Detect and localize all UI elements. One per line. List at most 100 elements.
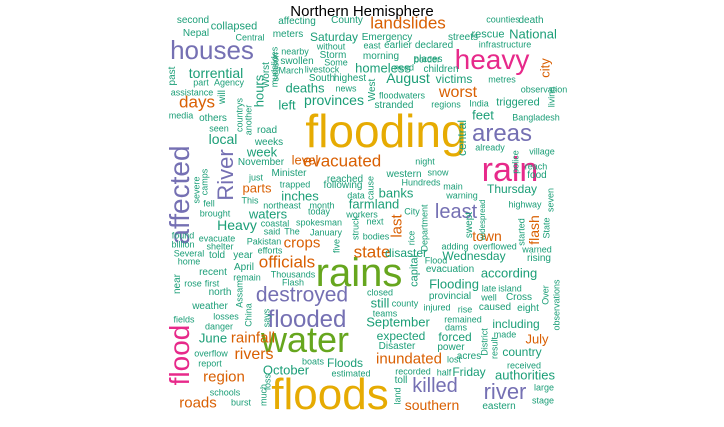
cloud-word: Floods — [326, 356, 364, 370]
cloud-word: areas — [471, 120, 533, 147]
cloud-word: well — [481, 292, 497, 303]
cloud-word: River — [213, 149, 238, 201]
cloud-word: left — [278, 97, 296, 113]
cloud-word: widespread — [478, 199, 487, 241]
cloud-word: observation — [520, 84, 568, 95]
cloud-word: Wednesday — [442, 249, 506, 263]
cloud-word: severe — [191, 176, 202, 204]
cloud-word: evacuate — [198, 233, 236, 244]
cloud-word: injured — [423, 302, 451, 313]
cloud-word: living — [546, 86, 557, 108]
cloud-word: fell — [203, 198, 215, 209]
cloud-word: remained — [444, 314, 482, 325]
cloud-word: central — [455, 119, 469, 157]
cloud-word: infrastructure — [478, 39, 532, 50]
cloud-word: houses — [170, 35, 254, 65]
cloud-word: week — [246, 144, 278, 160]
cloud-word: still — [370, 295, 390, 311]
cloud-word: landslides — [370, 13, 446, 33]
cloud-word: adding — [441, 241, 469, 252]
cloud-word: Thousands — [270, 269, 316, 280]
cloud-word: March — [278, 65, 304, 76]
cloud-word: death — [518, 15, 544, 26]
cloud-word: result — [489, 336, 500, 360]
cloud-word: authorities — [495, 367, 555, 383]
cloud-word: large — [533, 382, 555, 393]
cloud-word: Pakistan — [246, 236, 282, 247]
cloud-word: town — [472, 228, 502, 244]
cloud-word: media — [168, 110, 194, 121]
cloud-word: shelter — [206, 241, 234, 252]
cloud-word: Some — [324, 57, 348, 68]
cloud-word: crops — [283, 234, 321, 252]
cloud-word: children — [423, 64, 459, 75]
cloud-word: flooding — [305, 105, 467, 157]
cloud-word: acres — [456, 351, 482, 362]
cloud-word: worst — [438, 84, 478, 101]
cloud-word: another — [243, 104, 254, 136]
cloud-word: near — [172, 273, 183, 295]
cloud-word: started — [516, 218, 527, 246]
cloud-word: next — [366, 216, 384, 227]
cloud-word: August — [386, 70, 430, 86]
cloud-word: victims — [435, 72, 473, 86]
cloud-word: waters — [248, 206, 288, 222]
cloud-word: second — [176, 15, 210, 26]
cloud-word: India — [469, 98, 489, 109]
cloud-word: river — [483, 379, 527, 404]
cloud-word: boats — [301, 356, 325, 367]
cloud-word: farmland — [348, 196, 400, 212]
cloud-word: South — [308, 73, 336, 84]
cloud-word: April — [233, 262, 255, 273]
cloud-word: flood — [164, 324, 195, 386]
cloud-word: meters — [272, 29, 304, 40]
cloud-word: rice — [406, 230, 417, 246]
cloud-word: trapped — [279, 179, 311, 190]
cloud-word: late — [481, 283, 497, 294]
cloud-word: closed — [366, 287, 394, 298]
cloud-word: including — [492, 317, 540, 331]
cloud-word: bodies — [362, 231, 390, 242]
cloud-word: spokesman — [295, 217, 343, 228]
cloud-word: brought — [199, 208, 231, 219]
cloud-word: swept — [464, 211, 475, 239]
cloud-word: highway — [508, 199, 542, 210]
cloud-word: part — [193, 77, 209, 88]
cloud-word: October — [262, 362, 310, 378]
cloud-word: teams — [372, 308, 398, 319]
cloud-word: eastern — [482, 401, 516, 412]
cloud-word: inches — [281, 188, 319, 204]
cloud-word: will — [217, 90, 228, 104]
cloud-word: least — [434, 201, 478, 223]
cloud-word: January — [309, 227, 343, 238]
cloud-word: forced — [438, 330, 472, 344]
cloud-word: region — [203, 368, 245, 386]
cloud-word: District — [479, 328, 490, 356]
cloud-word: need — [393, 62, 415, 73]
cloud-word: night — [415, 156, 435, 167]
cloud-word: Hundreds — [401, 177, 441, 188]
cloud-word: parts — [242, 180, 272, 196]
cloud-word: flooded — [267, 306, 347, 333]
cloud-word: toll — [394, 375, 408, 386]
cloud-word: destroyed — [255, 283, 349, 307]
cloud-word: rivers — [234, 346, 274, 363]
cloud-word: torrential — [188, 65, 244, 81]
cloud-word: evacuated — [302, 151, 382, 171]
cloud-word: Disaster — [378, 341, 416, 352]
cloud-word: floodwaters — [378, 90, 426, 101]
cloud-word: billion — [171, 239, 195, 250]
cloud-word: county — [391, 298, 419, 309]
cloud-word: The — [284, 226, 300, 237]
cloud-word: said — [263, 226, 281, 237]
cloud-word: Heavy — [217, 217, 257, 233]
cloud-word: found — [171, 230, 195, 241]
cloud-word: report — [198, 358, 222, 369]
cloud-word: made — [493, 329, 517, 340]
cloud-word: told — [208, 250, 226, 261]
cloud-word: schools — [209, 387, 241, 398]
cloud-word: year — [233, 250, 253, 261]
cloud-word: much — [258, 383, 269, 407]
cloud-word: triggered — [496, 96, 540, 109]
